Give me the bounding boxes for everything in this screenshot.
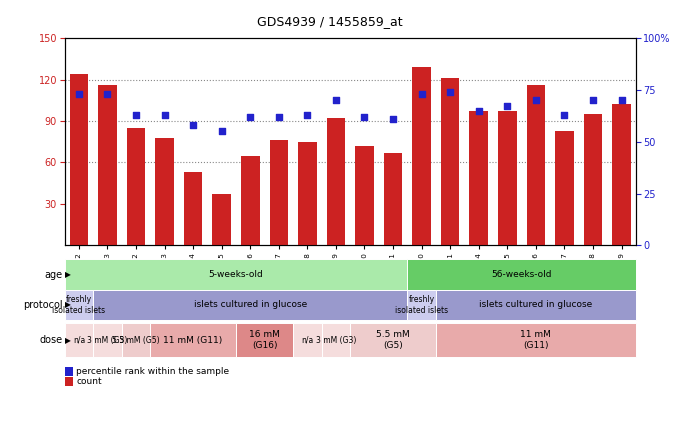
Bar [65,290,93,320]
Point [588,97,598,104]
Point [388,115,398,122]
Text: islets cultured in glucose: islets cultured in glucose [479,300,592,310]
Bar [236,323,293,357]
Point [359,113,370,120]
Text: ▶: ▶ [65,300,71,310]
Text: percentile rank within the sample: percentile rank within the sample [76,367,229,376]
Bar [241,156,260,245]
Point [473,107,484,114]
Bar [326,118,345,245]
Point [102,91,113,97]
Bar [407,290,436,320]
Text: islets cultured in glucose: islets cultured in glucose [194,300,307,310]
Bar [212,194,231,245]
Point [159,111,170,118]
Point [131,111,141,118]
Point [245,113,256,120]
Bar [350,323,436,357]
Text: 3 mM (G3): 3 mM (G3) [316,335,356,345]
Text: GDS4939 / 1455859_at: GDS4939 / 1455859_at [257,15,403,28]
Bar [126,128,146,245]
Point [530,97,541,104]
Bar [355,146,374,245]
Bar [407,259,636,290]
Bar [436,323,636,357]
Text: ▶: ▶ [65,270,71,279]
Text: age: age [44,269,63,280]
Text: 11 mM
(G11): 11 mM (G11) [520,330,551,350]
Text: freshly
isolated islets: freshly isolated islets [52,295,105,315]
Point [273,113,284,120]
Point [445,88,456,95]
Text: 3 mM (G3): 3 mM (G3) [87,335,128,345]
Point [302,111,313,118]
Point [73,91,84,97]
Bar [122,323,150,357]
Bar [155,137,174,245]
Text: n/a: n/a [301,335,313,345]
Point [616,97,627,104]
Text: n/a: n/a [73,335,85,345]
Bar [269,140,288,245]
Text: 5.5 mM (G5): 5.5 mM (G5) [112,335,160,345]
Bar [526,85,545,245]
Bar [384,153,403,245]
Point [216,128,227,135]
Bar [612,104,631,245]
Point [416,91,427,97]
Text: 5-weeks-old: 5-weeks-old [209,270,263,279]
Bar [93,323,122,357]
Text: 56-weeks-old: 56-weeks-old [492,270,551,279]
Text: dose: dose [39,335,63,345]
Point [502,103,513,110]
Bar [298,142,317,245]
Bar [65,323,93,357]
Bar [69,74,88,245]
Bar [441,78,460,245]
Bar [98,85,117,245]
Bar [583,114,602,245]
Text: protocol: protocol [23,300,63,310]
Bar [184,172,203,245]
Point [559,111,570,118]
Text: 5.5 mM
(G5): 5.5 mM (G5) [376,330,410,350]
Bar [293,323,322,357]
Bar [322,323,350,357]
Text: ▶: ▶ [65,335,71,345]
Text: count: count [76,377,102,386]
Text: 11 mM (G11): 11 mM (G11) [163,335,223,345]
Bar [469,111,488,245]
Text: 16 mM
(G16): 16 mM (G16) [249,330,280,350]
Bar [65,259,407,290]
Bar [555,131,574,245]
Bar [498,111,517,245]
Bar [93,290,407,320]
Text: freshly
isolated islets: freshly isolated islets [395,295,448,315]
Bar [436,290,636,320]
Point [330,97,341,104]
Point [188,122,199,129]
Bar [412,67,431,245]
Bar [150,323,236,357]
